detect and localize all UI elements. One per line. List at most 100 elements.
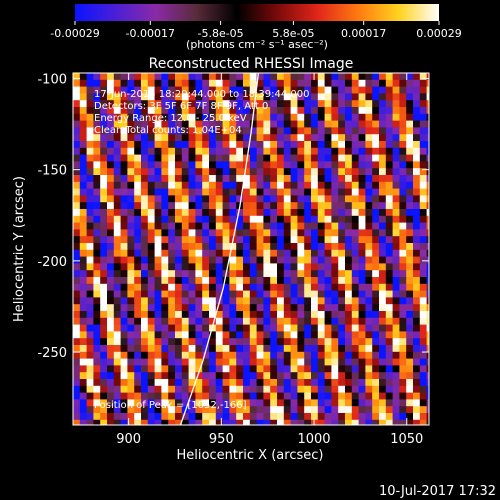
heatmap-cell bbox=[243, 229, 251, 237]
heatmap-cell bbox=[215, 93, 223, 101]
heatmap-cell bbox=[426, 345, 429, 353]
heatmap-cell bbox=[147, 168, 155, 176]
heatmap-cell bbox=[311, 168, 319, 176]
heatmap-cell bbox=[100, 338, 108, 346]
heatmap-cell bbox=[304, 256, 312, 264]
heatmap-cell bbox=[249, 215, 257, 223]
heatmap-cell bbox=[161, 345, 169, 353]
heatmap-cell bbox=[358, 188, 366, 196]
heatmap-cell bbox=[297, 317, 305, 325]
heatmap-cell bbox=[168, 372, 176, 380]
heatmap-cell bbox=[181, 351, 189, 359]
heatmap-cell bbox=[134, 243, 142, 251]
heatmap-cell bbox=[134, 120, 142, 128]
heatmap-cell bbox=[107, 365, 115, 373]
heatmap-cell bbox=[93, 311, 101, 319]
heatmap-cell bbox=[338, 351, 346, 359]
heatmap-cell bbox=[147, 338, 155, 346]
heatmap-cell bbox=[399, 351, 407, 359]
heatmap-cell bbox=[413, 290, 421, 298]
heatmap-cell bbox=[385, 161, 393, 169]
heatmap-cell bbox=[426, 161, 429, 169]
heatmap-cell bbox=[324, 141, 332, 149]
heatmap-cell bbox=[73, 229, 81, 237]
heatmap-cell bbox=[290, 215, 298, 223]
heatmap-cell bbox=[297, 175, 305, 183]
heatmap-cell bbox=[79, 283, 87, 291]
heatmap-cell bbox=[256, 209, 264, 217]
heatmap-cell bbox=[154, 168, 162, 176]
heatmap-cell bbox=[413, 311, 421, 319]
heatmap-cell bbox=[188, 236, 196, 244]
heatmap-cell bbox=[270, 263, 278, 271]
heatmap-cell bbox=[249, 181, 257, 189]
heatmap-cell bbox=[392, 154, 400, 162]
heatmap-cell bbox=[202, 331, 210, 339]
heatmap-cell bbox=[249, 229, 257, 237]
heatmap-cell bbox=[317, 222, 325, 230]
heatmap-cell bbox=[297, 392, 305, 400]
heatmap-cell bbox=[107, 113, 115, 121]
heatmap-cell bbox=[195, 209, 203, 217]
heatmap-cell bbox=[426, 351, 429, 359]
heatmap-cell bbox=[399, 215, 407, 223]
heatmap-cell bbox=[175, 181, 183, 189]
heatmap-cell bbox=[168, 202, 176, 210]
heatmap-cell bbox=[304, 311, 312, 319]
heatmap-cell bbox=[392, 345, 400, 353]
heatmap-cell bbox=[419, 215, 427, 223]
heatmap-cell bbox=[181, 147, 189, 155]
heatmap-cell bbox=[385, 215, 393, 223]
heatmap-cell bbox=[222, 79, 230, 87]
heatmap-cell bbox=[304, 154, 312, 162]
heatmap-cell bbox=[113, 161, 121, 169]
heatmap-cell bbox=[426, 215, 429, 223]
heatmap-cell bbox=[249, 79, 257, 87]
heatmap-cell bbox=[413, 372, 421, 380]
heatmap-cell bbox=[147, 413, 155, 421]
heatmap-cell bbox=[256, 93, 264, 101]
heatmap-cell bbox=[154, 256, 162, 264]
heatmap-cell bbox=[331, 297, 339, 305]
heatmap-cell bbox=[215, 195, 223, 203]
heatmap-cell bbox=[270, 161, 278, 169]
heatmap-cell bbox=[358, 338, 366, 346]
heatmap-cell bbox=[100, 331, 108, 339]
heatmap-cell bbox=[113, 147, 121, 155]
heatmap-cell bbox=[249, 290, 257, 298]
heatmap-cell bbox=[290, 413, 298, 421]
heatmap-cell bbox=[331, 256, 339, 264]
heatmap-cell bbox=[93, 79, 101, 87]
heatmap-cell bbox=[304, 399, 312, 407]
heatmap-cell bbox=[392, 331, 400, 339]
colorbar-tick-label: -5.8e-05 bbox=[197, 27, 243, 40]
heatmap-cell bbox=[379, 236, 387, 244]
heatmap-cell bbox=[372, 79, 380, 87]
heatmap-cell bbox=[365, 181, 373, 189]
heatmap-cell bbox=[147, 345, 155, 353]
heatmap-cell bbox=[120, 419, 128, 425]
heatmap-cell bbox=[331, 79, 339, 87]
heatmap-cell bbox=[93, 100, 101, 108]
heatmap-cell bbox=[222, 73, 230, 81]
heatmap-cell bbox=[345, 311, 353, 319]
heatmap-cell bbox=[181, 345, 189, 353]
heatmap-cell bbox=[324, 277, 332, 285]
heatmap-cell bbox=[270, 141, 278, 149]
heatmap-cell bbox=[406, 304, 414, 312]
heatmap-cell bbox=[168, 365, 176, 373]
heatmap-cell bbox=[419, 202, 427, 210]
heatmap-cell bbox=[256, 345, 264, 353]
heatmap-cell bbox=[107, 290, 115, 298]
heatmap-cell bbox=[419, 419, 427, 425]
heatmap-cell bbox=[317, 229, 325, 237]
heatmap-cell bbox=[79, 379, 87, 387]
heatmap-cell bbox=[392, 413, 400, 421]
heatmap-cell bbox=[195, 127, 203, 135]
heatmap-cell bbox=[345, 338, 353, 346]
heatmap-cell bbox=[392, 338, 400, 346]
heatmap-cell bbox=[365, 79, 373, 87]
heatmap-cell bbox=[209, 358, 217, 366]
heatmap-cell bbox=[358, 324, 366, 332]
heatmap-cell bbox=[100, 188, 108, 196]
